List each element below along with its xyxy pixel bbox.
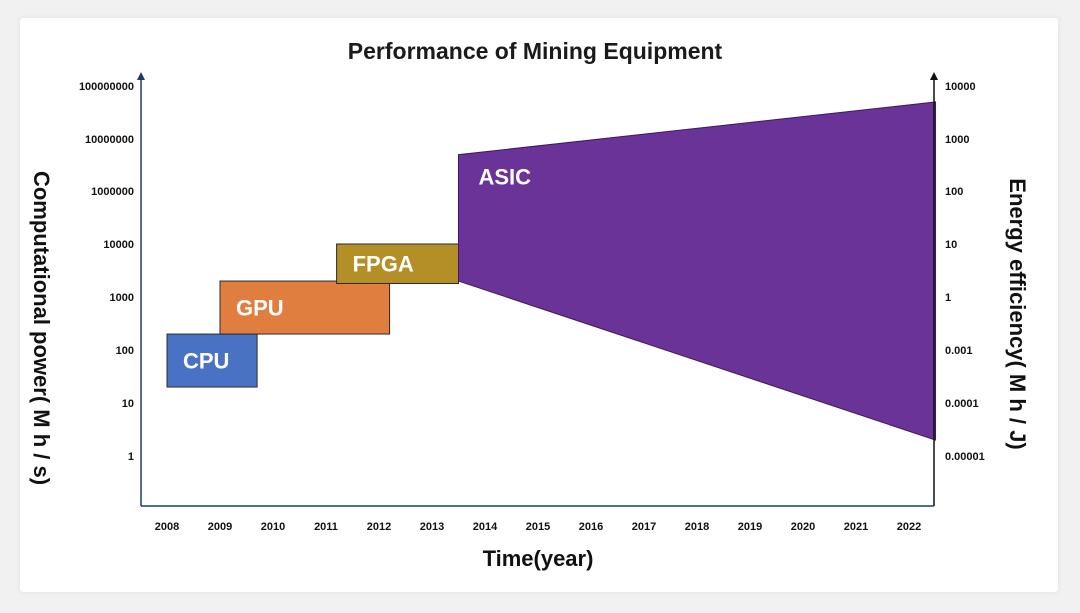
y-axis-left-arrow <box>137 72 145 80</box>
y-left-tick-label: 10 <box>122 398 134 410</box>
y-right-tick-label: 100 <box>945 186 963 198</box>
y-left-tick-label: 10000000 <box>85 134 134 146</box>
y-axis-label-right: Energy efficiency( M h / J) <box>1005 178 1030 449</box>
mining-equipment-chart: Performance of Mining Equipment CPU GPU FP… <box>29 38 1030 571</box>
y-left-tick-label: 1 <box>128 451 134 463</box>
axes-layer <box>137 72 938 507</box>
y-right-tick-label: 0.00001 <box>945 451 985 463</box>
x-tick-label: 2010 <box>261 521 285 533</box>
x-tick-label: 2012 <box>367 521 391 533</box>
x-tick-label: 2016 <box>579 521 603 533</box>
x-tick-label: 2018 <box>685 521 709 533</box>
y-right-tick-label: 1 <box>945 292 951 304</box>
y-left-tick-label: 10000 <box>103 239 134 251</box>
x-tick-label: 2019 <box>738 521 762 533</box>
era-gpu-bar <box>219 280 391 335</box>
eras-layer: CPU GPU FPGA ASIC <box>166 101 936 441</box>
era-label-fpga: FPGA <box>353 252 414 277</box>
y-left-tick-label: 100 <box>116 345 134 357</box>
y-right-tick-label: 10000 <box>945 81 976 93</box>
era-fpga-bar <box>336 243 460 284</box>
chart-card: Performance of Mining Equipment CPU GPU FP… <box>20 18 1058 592</box>
y-left-tick-label: 100000000 <box>79 81 134 93</box>
y-right-tick-label: 1000 <box>945 134 969 146</box>
x-tick-label: 2017 <box>632 521 656 533</box>
y-axis-right-arrow <box>930 72 938 80</box>
chart-title: Performance of Mining Equipment <box>348 38 723 64</box>
x-tick-label: 2011 <box>314 521 338 533</box>
y-axis-label-left: Computational power( M h / s) <box>29 171 54 485</box>
x-tick-label: 2020 <box>791 521 815 533</box>
x-tick-label: 2021 <box>844 521 868 533</box>
era-asic-area <box>458 101 936 441</box>
era-label-gpu: GPU <box>236 296 284 321</box>
x-tick-label: 2013 <box>420 521 444 533</box>
era-label-cpu: CPU <box>183 349 229 374</box>
x-tick-label: 2009 <box>208 521 232 533</box>
x-axis-label: Time(year) <box>483 546 594 571</box>
era-label-asic: ASIC <box>479 165 532 190</box>
y-right-tick-label: 10 <box>945 239 957 251</box>
x-tick-label: 2014 <box>473 521 498 533</box>
y-left-tick-label: 1000 <box>110 292 134 304</box>
y-right-tick-label: 0.0001 <box>945 398 979 410</box>
x-tick-label: 2022 <box>897 521 921 533</box>
ticks-layer: 2008 2009 2010 2011 2012 2013 2014 2015 2016 2017… <box>79 81 985 533</box>
y-right-tick-label: 0.001 <box>945 345 973 357</box>
era-cpu-bar <box>166 333 258 388</box>
x-tick-label: 2008 <box>155 521 179 533</box>
y-left-tick-label: 1000000 <box>91 186 134 198</box>
x-tick-label: 2015 <box>526 521 550 533</box>
